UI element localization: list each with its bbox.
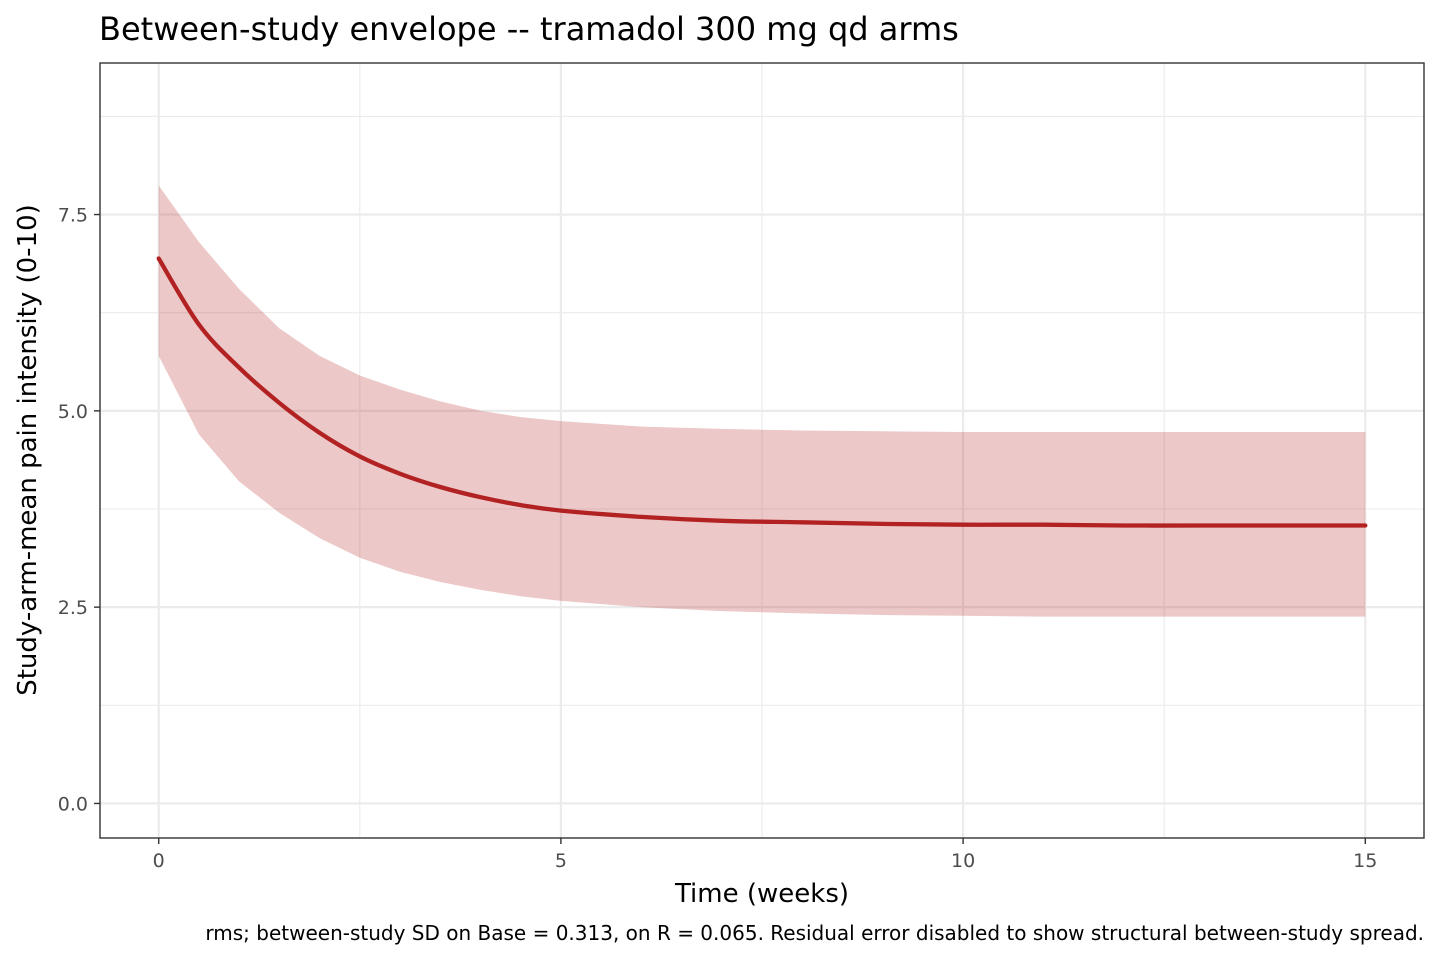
y-tick-label: 0.0 — [58, 793, 88, 815]
y-tick-label: 5.0 — [58, 401, 88, 423]
x-axis-title: Time (weeks) — [674, 879, 849, 909]
x-tick-label: 0 — [153, 850, 165, 872]
y-tick-label: 7.5 — [58, 205, 88, 227]
median-curve — [156, 256, 1368, 528]
between-study-band — [158, 185, 1366, 617]
chart-caption: rms; between-study SD on Base = 0.313, o… — [205, 921, 1424, 945]
y-tick-label: 2.5 — [58, 597, 88, 619]
y-axis-title: Study-arm-mean pain intensity (0-10) — [13, 204, 43, 696]
x-tick-label: 10 — [951, 850, 975, 872]
median-line — [156, 256, 1368, 528]
x-axis: 0 5 10 15 — [153, 838, 1377, 872]
plot-panel-border — [99, 62, 1425, 839]
gridlines — [100, 63, 1424, 838]
x-tick-label: 5 — [555, 850, 567, 872]
y-axis: 0.0 2.5 5.0 7.5 — [58, 205, 100, 815]
envelope-band — [158, 185, 1366, 617]
chart-title: Between-study envelope -- tramadol 300 m… — [99, 10, 959, 48]
x-tick-label: 15 — [1353, 850, 1377, 872]
